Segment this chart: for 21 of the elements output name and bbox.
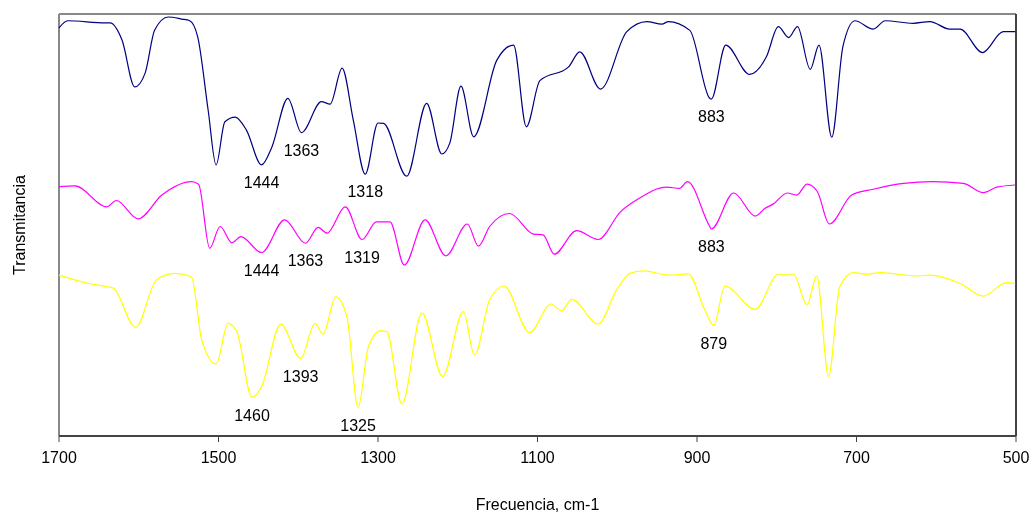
y-axis-title: Transmitancia: [11, 174, 28, 275]
annotation: 879: [700, 334, 728, 352]
annotation: 1318: [347, 183, 384, 201]
annotation: 1319: [344, 248, 380, 266]
x-tick-label: 1100: [520, 449, 555, 466]
x-tick-label: 1500: [200, 449, 237, 466]
annotation: 1444: [243, 174, 280, 192]
x-tick-label: 1700: [41, 449, 77, 466]
x-tick-label: 700: [843, 449, 870, 466]
annotation: 1444: [243, 261, 280, 279]
annotation: 1460: [234, 406, 270, 424]
annotation: 1363: [283, 141, 320, 159]
annotation: 1325: [340, 416, 376, 434]
annotation: 1393: [282, 367, 319, 385]
x-tick-label: 1300: [360, 449, 396, 466]
annotation: 883: [698, 108, 725, 126]
annotation: 1363: [287, 252, 324, 270]
annotation: 883: [698, 238, 725, 256]
x-tick-label: 900: [683, 449, 711, 466]
x-axis-title: Frecuencia, cm-1: [475, 496, 600, 513]
x-tick-label: 500: [1002, 449, 1030, 466]
